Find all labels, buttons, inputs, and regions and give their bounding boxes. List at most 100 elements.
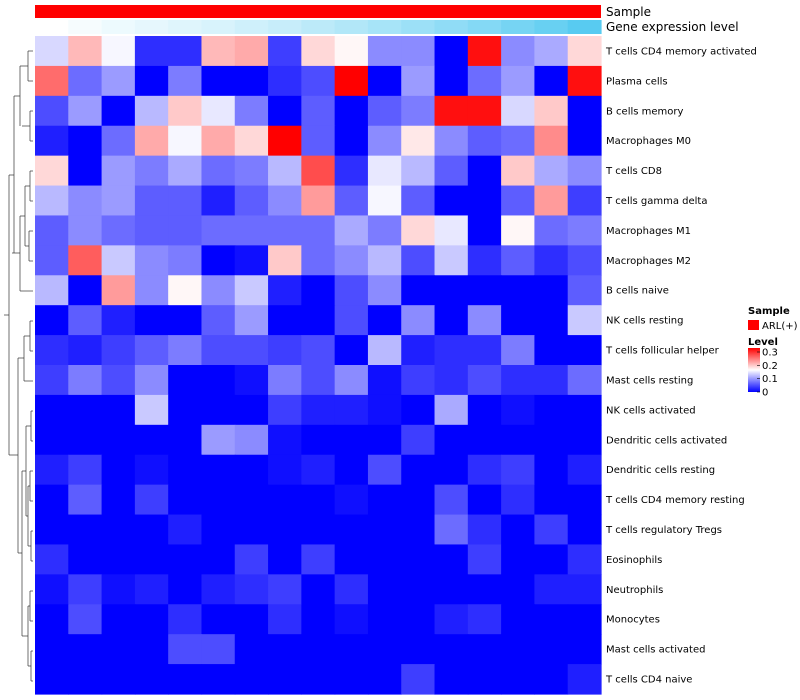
heatmap-cell xyxy=(401,544,436,575)
heatmap-cell xyxy=(567,365,602,396)
heatmap-cell xyxy=(334,574,369,605)
heatmap-cell xyxy=(101,95,136,127)
heatmap-cell xyxy=(334,245,369,276)
heatmap-cell xyxy=(35,604,69,635)
heatmap-cell xyxy=(68,424,103,456)
heatmap-cell xyxy=(168,125,203,157)
heatmap-cell xyxy=(134,65,169,97)
heatmap-cell xyxy=(201,574,236,605)
heatmap-cell xyxy=(168,36,203,67)
heatmap-cell xyxy=(101,544,136,575)
heatmap-cell xyxy=(334,65,369,97)
heatmap-cell xyxy=(268,365,302,396)
heatmap-cell xyxy=(534,335,569,366)
heatmap-cell xyxy=(367,634,402,665)
heatmap-cell xyxy=(401,155,436,187)
heatmap-cell xyxy=(134,604,169,635)
heatmap-cell xyxy=(68,65,103,97)
heatmap-cell xyxy=(101,424,136,456)
gene-annotation-cell xyxy=(234,20,269,34)
heatmap-cell xyxy=(35,245,69,276)
gene-annotation-cell xyxy=(367,20,402,34)
heatmap-cell xyxy=(467,185,502,217)
heatmap-cell xyxy=(134,185,169,217)
heatmap-cell xyxy=(534,484,569,516)
heatmap-cell xyxy=(501,125,536,157)
heatmap-cell xyxy=(434,544,469,575)
heatmap-cell xyxy=(134,245,169,276)
heatmap-cell xyxy=(301,335,336,366)
heatmap-cell xyxy=(234,454,269,486)
heatmap-cell xyxy=(401,454,436,486)
heatmap-cell xyxy=(567,335,602,366)
row-label: Monocytes xyxy=(606,615,660,626)
legend-tick-label: 0.3 xyxy=(762,348,778,359)
gene-annotation-label: Gene expression level xyxy=(606,20,739,34)
heatmap-cell xyxy=(367,185,402,217)
heatmap-cell xyxy=(567,634,602,665)
heatmap-cell xyxy=(534,125,569,157)
heatmap-cell xyxy=(467,365,502,396)
heatmap-cell xyxy=(168,185,203,217)
row-label: Dendritic cells resting xyxy=(606,465,715,476)
heatmap-cell xyxy=(367,604,402,635)
heatmap-cell xyxy=(168,664,203,695)
heatmap-cell xyxy=(334,424,369,456)
heatmap-cell xyxy=(134,544,169,575)
heatmap-cell xyxy=(401,634,436,665)
row-label: Neutrophils xyxy=(606,585,663,596)
heatmap-cell xyxy=(501,394,536,426)
row-dendrogram xyxy=(4,50,33,682)
legend-sample-swatch xyxy=(748,320,759,330)
heatmap-cell xyxy=(467,335,502,366)
heatmap-cell xyxy=(234,36,269,67)
heatmap-cell xyxy=(68,394,103,426)
heatmap-cell xyxy=(534,514,569,546)
heatmap-cell xyxy=(434,36,469,67)
gene-annotation-cell xyxy=(501,20,536,34)
heatmap-cell xyxy=(367,664,402,695)
heatmap-cell xyxy=(134,95,169,127)
heatmap-cell xyxy=(68,365,103,396)
heatmap-cell xyxy=(168,574,203,605)
heatmap-cell xyxy=(134,125,169,157)
heatmap-cell xyxy=(201,365,236,396)
heatmap-cell xyxy=(567,185,602,217)
legend: Sample ARL(+) Level 0.3 0.2 0.1 0 xyxy=(748,306,798,399)
heatmap-cell xyxy=(201,65,236,97)
heatmap-cell xyxy=(301,454,336,486)
heatmap-cell xyxy=(501,155,536,187)
heatmap-cell xyxy=(301,424,336,456)
gene-annotation-cell xyxy=(434,20,469,34)
heatmap-cell xyxy=(367,424,402,456)
heatmap-cell xyxy=(268,484,302,516)
row-label: T cells CD4 memory resting xyxy=(605,495,745,506)
row-label: NK cells resting xyxy=(606,316,683,327)
heatmap-cell xyxy=(301,155,336,187)
heatmap-cell xyxy=(367,275,402,306)
heatmap-cell xyxy=(401,95,436,127)
heatmap-cell xyxy=(501,36,536,67)
heatmap-cell xyxy=(467,664,502,695)
heatmap-cell xyxy=(35,125,69,157)
heatmap-cell xyxy=(334,305,369,336)
heatmap-cell xyxy=(434,454,469,486)
heatmap-cell xyxy=(334,484,369,516)
heatmap-cell xyxy=(201,544,236,575)
heatmap-cell xyxy=(401,335,436,366)
heatmap-cell xyxy=(201,604,236,635)
heatmap-cell xyxy=(401,514,436,546)
heatmap-cell xyxy=(68,245,103,276)
heatmap-cell xyxy=(434,664,469,695)
heatmap-cell xyxy=(234,245,269,276)
heatmap-cell xyxy=(35,574,69,605)
heatmap-cell xyxy=(534,185,569,217)
heatmap-cell xyxy=(168,65,203,97)
gene-annotation-cell xyxy=(467,20,502,34)
heatmap-cell xyxy=(367,335,402,366)
gene-annotation-cell xyxy=(35,20,69,34)
heatmap-cell xyxy=(401,305,436,336)
heatmap-cell xyxy=(134,484,169,516)
heatmap-cell xyxy=(334,335,369,366)
heatmap-cell xyxy=(134,394,169,426)
